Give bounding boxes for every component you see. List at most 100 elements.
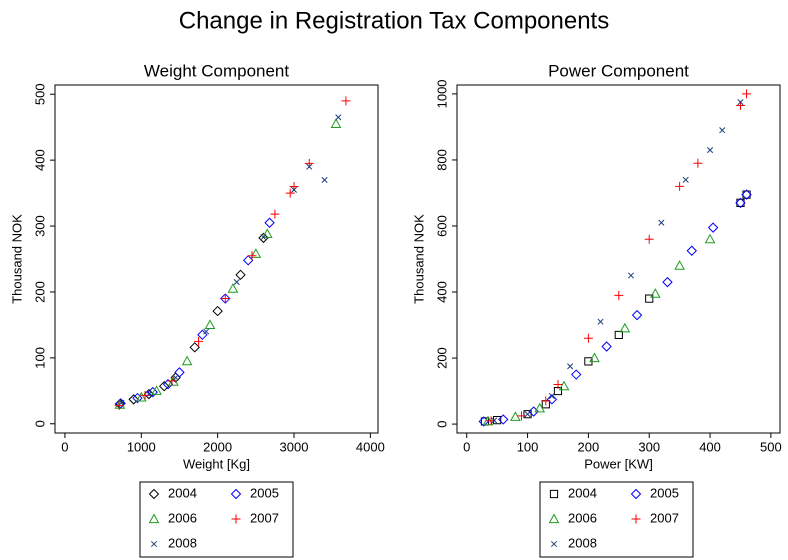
x-tick-label: 100: [517, 439, 539, 454]
scatter-point: [735, 197, 746, 209]
scatter-point: [524, 411, 531, 418]
scatter-point: [247, 251, 257, 261]
scatter-point: [674, 260, 685, 270]
scatter-point: [330, 118, 342, 128]
scatter-point: [742, 89, 752, 99]
scatter-point: [614, 290, 624, 300]
scatter-point: [707, 222, 719, 233]
scatter-point: [686, 245, 698, 256]
scatter-point: [321, 176, 328, 183]
scatter-point: [478, 416, 489, 427]
scatter-point: [290, 186, 298, 193]
x-tick-label: 0: [463, 439, 470, 454]
scatter-point: [158, 380, 170, 392]
scatter-point: [658, 219, 665, 226]
legend-box: [139, 481, 294, 558]
scatter-point: [649, 288, 661, 298]
scatter-point: [516, 411, 526, 421]
x-tick-label: 1000: [127, 439, 156, 454]
y-tick-label: 300: [32, 215, 47, 237]
scatter-point: [548, 392, 555, 400]
scatter-point: [258, 232, 269, 244]
legend-marker: [150, 540, 158, 548]
scatter-point: [204, 319, 216, 330]
legend-label: 2005: [250, 485, 279, 500]
scatter-point: [189, 342, 200, 353]
scatter-point: [719, 127, 726, 134]
scatter-point: [631, 309, 643, 321]
y-tick-label: 600: [434, 215, 449, 237]
x-tick-label: 500: [760, 439, 782, 454]
scatter-point: [627, 272, 635, 279]
scatter-point: [167, 376, 177, 386]
scatter-point: [147, 386, 158, 398]
scatter-point: [619, 322, 631, 333]
legend-label: 2006: [568, 510, 597, 525]
scatter-point: [128, 394, 139, 405]
legend-marker: [631, 514, 641, 524]
x-tick-label: 3000: [280, 439, 309, 454]
legend-label: 2005: [650, 485, 679, 500]
legend-marker: [230, 488, 242, 500]
legend-label: 2008: [168, 535, 197, 550]
scatter-point: [675, 181, 685, 191]
legend-marker: [550, 540, 558, 548]
scatter-point: [235, 269, 246, 281]
scatter-point: [693, 158, 703, 168]
legend-marker: [231, 514, 241, 524]
scatter-point: [306, 163, 313, 170]
scatter-point: [118, 399, 125, 406]
y-tick-label: 0: [32, 420, 47, 427]
legend-box: [539, 481, 694, 558]
scatter-point: [220, 294, 230, 304]
scatter-point: [114, 399, 126, 409]
scatter-point: [553, 386, 563, 396]
scatter-point: [706, 146, 714, 154]
x-tick-label: 200: [578, 439, 600, 454]
x-tick-label: 2000: [203, 439, 232, 454]
scatter-point: [151, 385, 162, 395]
scatter-point: [558, 380, 570, 391]
scatter-point: [645, 294, 654, 303]
y-tick-label: 1000: [434, 79, 449, 108]
scatter-point: [143, 388, 155, 400]
scatter-point: [341, 96, 351, 106]
legend-label: 2007: [650, 510, 679, 525]
scatter-point: [233, 279, 240, 286]
scatter-point: [132, 392, 143, 404]
scatter-point: [135, 391, 147, 402]
scatter-point: [162, 379, 174, 390]
scatter-point: [212, 305, 223, 317]
scatter-point: [510, 411, 521, 421]
plot-frame: [456, 84, 781, 434]
y-tick-label: 500: [32, 83, 47, 105]
legend-label: 2004: [568, 485, 597, 500]
scatter-point: [203, 328, 210, 335]
scatter-point: [335, 114, 342, 121]
legend-marker: [548, 513, 560, 524]
scatter-point: [260, 234, 267, 241]
scatter-point: [541, 396, 551, 406]
scatter-point: [498, 414, 509, 425]
scatter-point: [174, 367, 185, 378]
scatter-point: [704, 233, 716, 244]
scatter-point: [644, 234, 654, 244]
scatter-point: [270, 209, 280, 219]
legend-label: 2006: [168, 510, 197, 525]
scatter-point: [534, 402, 546, 413]
scatter-point: [553, 379, 563, 389]
scatter-point: [597, 318, 604, 325]
y-tick-label: 0: [434, 420, 449, 427]
scatter-point: [546, 394, 558, 405]
y-tick-label: 200: [32, 281, 47, 303]
plot-frame: [54, 84, 379, 434]
scatter-point: [242, 255, 254, 266]
scatter-point: [571, 369, 582, 380]
panel-title: Power Component: [548, 61, 689, 80]
scatter-point: [741, 189, 752, 200]
panel-title: Weight Component: [144, 61, 289, 80]
x-tick-label: 0: [61, 439, 68, 454]
scatter-point: [614, 330, 623, 340]
scatter-point: [250, 248, 262, 258]
figure-title: Change in Registration Tax Components: [179, 7, 609, 34]
